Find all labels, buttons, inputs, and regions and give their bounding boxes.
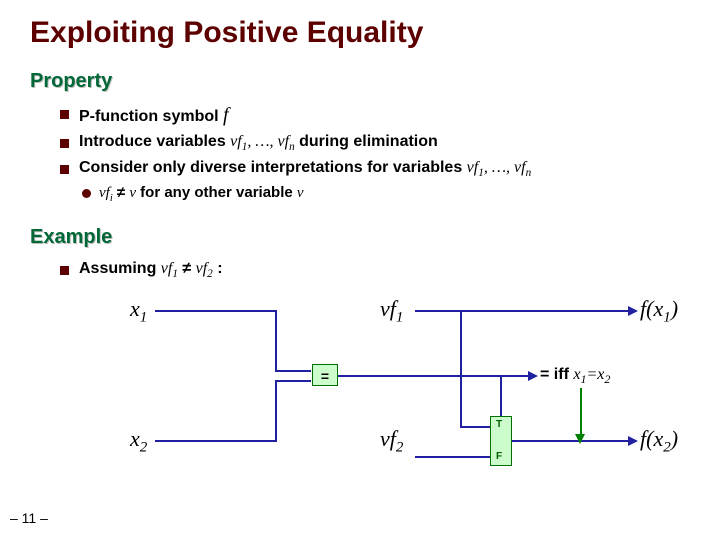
sb-v: v <box>129 185 136 201</box>
b1-sym: f <box>223 104 229 126</box>
sb-post: for any other variable <box>136 184 297 201</box>
x2-sub: 2 <box>140 439 148 455</box>
vf1-var: vf <box>380 296 396 321</box>
x2-var: x <box>130 426 140 451</box>
wire <box>155 440 275 442</box>
eqiff-pre: = iff <box>540 366 573 383</box>
label-vf2: vf2 <box>380 426 403 456</box>
b2-mid: , …, <box>247 133 277 150</box>
wire <box>500 375 502 416</box>
vf2-var: vf <box>380 426 396 451</box>
example-bullets: Assuming vf1 ≠ vf2 : <box>0 253 720 283</box>
b3-vf1: vf <box>467 159 479 176</box>
bullet-1: P-function symbol f <box>60 101 720 130</box>
vf1-sub: 1 <box>396 309 404 325</box>
wire <box>275 380 311 382</box>
heading-property: Property <box>0 50 720 97</box>
wire <box>155 310 275 312</box>
eqiff-mid: =x <box>586 366 604 383</box>
page-title: Exploiting Positive Equality <box>0 0 720 50</box>
b3-pre: Consider only diverse interpretations fo… <box>79 159 467 176</box>
fx2-sub: 2 <box>663 439 671 455</box>
wire <box>415 310 630 312</box>
fx1-f: f(x <box>640 296 663 321</box>
eqiff-s2: 2 <box>604 372 610 386</box>
sb-neq: ≠ <box>113 184 130 201</box>
b3-subn: n <box>526 167 532 179</box>
mux-t: T <box>496 419 502 430</box>
label-vf1: vf1 <box>380 296 403 326</box>
label-x1: x1 <box>130 296 147 326</box>
b2-vf1: vf <box>230 133 242 150</box>
wire <box>275 310 277 370</box>
fx2-f: f(x <box>640 426 663 451</box>
assuming-bullet: Assuming vf1 ≠ vf2 : <box>60 257 720 283</box>
b2-post: during elimination <box>295 133 438 150</box>
sb-v2: v <box>297 185 304 201</box>
bullet-3: Consider only diverse interpretations fo… <box>60 156 720 182</box>
x1-var: x <box>130 296 140 321</box>
sub-bullet-icon <box>82 189 91 198</box>
property-bullets: P-function symbol f Introduce variables … <box>0 97 720 206</box>
b3-mid: , …, <box>484 159 514 176</box>
wire <box>275 382 277 442</box>
label-fx2: f(x2) <box>640 426 678 456</box>
fx1-sub: 1 <box>663 309 671 325</box>
b2-pre: Introduce variables <box>79 133 230 150</box>
bullet-icon <box>60 165 69 174</box>
wire <box>415 456 490 458</box>
vf2-sub: 2 <box>396 439 404 455</box>
wire <box>460 426 490 428</box>
x1-sub: 1 <box>140 309 148 325</box>
arrowhead-icon <box>628 436 638 446</box>
wire <box>460 310 462 428</box>
label-fx1: f(x1) <box>640 296 678 326</box>
bullet-2: Introduce variables vf1, …, vfn during e… <box>60 130 720 156</box>
as-pre: Assuming <box>79 260 161 277</box>
b3-vfn: vf <box>514 159 526 176</box>
as-vf1: vf <box>161 260 173 277</box>
b2-vfn: vf <box>278 133 290 150</box>
arrowhead-icon <box>628 306 638 316</box>
wire <box>275 370 311 372</box>
arrowhead-icon <box>528 371 538 381</box>
fx1-close: ) <box>671 296 678 321</box>
heading-example: Example <box>0 206 720 253</box>
mux-f: F <box>496 451 502 462</box>
label-x2: x2 <box>130 426 147 456</box>
b1-pre: P-function symbol <box>79 108 223 125</box>
eqiff-label: = iff x1=x2 <box>540 366 610 387</box>
fx2-close: ) <box>671 426 678 451</box>
sub-bullet: vfi ≠ v for any other variable v <box>60 182 720 206</box>
green-wire <box>580 388 582 438</box>
arrowhead-green-down-icon <box>575 434 585 444</box>
as-neq: ≠ <box>178 260 196 277</box>
as-vf2: vf <box>196 260 208 277</box>
wire <box>512 440 630 442</box>
sb-vfi: vf <box>99 185 110 201</box>
circuit-diagram: x1 x2 vf1 vf2 f(x1) f(x2) = T F = iff x1… <box>0 296 720 476</box>
as-post: : <box>213 260 223 277</box>
bullet-icon <box>60 110 69 119</box>
bullet-icon <box>60 266 69 275</box>
equality-box: = <box>312 364 338 386</box>
bullet-icon <box>60 139 69 148</box>
page-number: – 11 – <box>10 510 48 526</box>
